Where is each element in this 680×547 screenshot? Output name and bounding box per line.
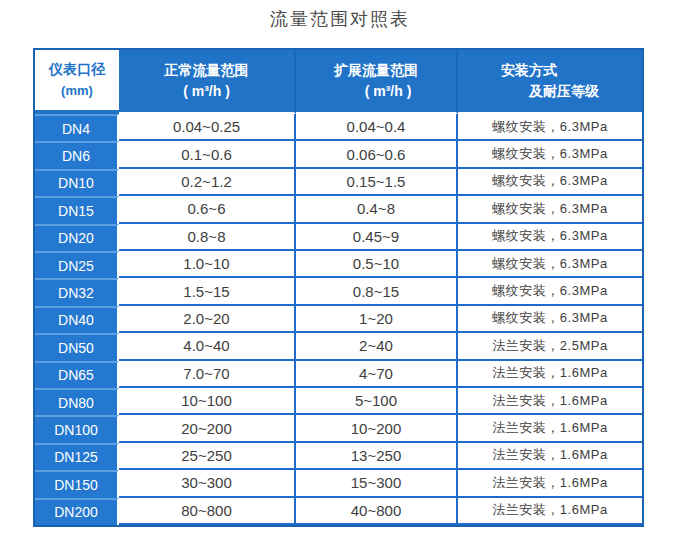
row-dn-label: DN4 (35, 114, 119, 141)
cell-extended-range: 0.04~0.4 (296, 114, 458, 141)
row-dn-label: DN6 (35, 141, 119, 168)
row-dn-label: DN10 (35, 169, 119, 196)
row-dn-label: DN100 (35, 415, 119, 442)
header-installation-block: 安装方式 及耐压等级 (501, 60, 599, 102)
header-meter-diameter-label: 仪表口径 (49, 59, 105, 80)
cell-normal-range: 10~100 (119, 388, 296, 415)
cell-normal-range: 1.5~15 (119, 278, 296, 305)
row-dn-label: DN32 (35, 278, 119, 305)
cell-installation: 法兰安装，1.6MPa (458, 415, 642, 442)
cell-normal-range: 20~200 (119, 415, 296, 442)
cell-installation: 法兰安装，1.6MPa (458, 498, 642, 525)
cell-normal-range: 1.0~10 (119, 251, 296, 278)
header-installation-line2: 及耐压等级 (501, 81, 599, 102)
row-dn-label: DN200 (35, 498, 119, 525)
cell-extended-range: 13~250 (296, 443, 458, 470)
row-dn-label: DN50 (35, 333, 119, 360)
page-title: 流量范围对照表 (0, 7, 680, 31)
header-normal-flow-range: 正常流量范围 ( m³/h ) (119, 50, 296, 114)
cell-extended-range: 0.45~9 (296, 224, 458, 251)
cell-normal-range: 7.0~70 (119, 361, 296, 388)
cell-normal-range: 0.8~8 (119, 224, 296, 251)
cell-extended-range: 0.4~8 (296, 196, 458, 223)
cell-extended-range: 0.8~15 (296, 278, 458, 305)
row-dn-label: DN65 (35, 361, 119, 388)
row-dn-label: DN20 (35, 224, 119, 251)
cell-normal-range: 0.2~1.2 (119, 169, 296, 196)
cell-normal-range: 30~300 (119, 470, 296, 497)
header-normal-flow-label: 正常流量范围 (165, 60, 249, 81)
cell-installation: 螺纹安装，6.3MPa (458, 169, 642, 196)
header-meter-diameter: 仪表口径 (mm) (35, 50, 119, 114)
cell-extended-range: 5~100 (296, 388, 458, 415)
header-extended-flow-unit: ( m³/h ) (365, 81, 412, 102)
cell-normal-range: 0.04~0.25 (119, 114, 296, 141)
cell-normal-range: 25~250 (119, 443, 296, 470)
row-dn-label: DN40 (35, 306, 119, 333)
cell-installation: 螺纹安装，6.3MPa (458, 306, 642, 333)
header-meter-diameter-unit: (mm) (61, 80, 93, 101)
cell-normal-range: 0.6~6 (119, 196, 296, 223)
cell-extended-range: 0.06~0.6 (296, 141, 458, 168)
header-extended-flow-range: 扩展流量范围 ( m³/h ) (296, 50, 458, 114)
cell-installation: 法兰安装，1.6MPa (458, 361, 642, 388)
cell-extended-range: 0.5~10 (296, 251, 458, 278)
cell-normal-range: 2.0~20 (119, 306, 296, 333)
cell-extended-range: 2~40 (296, 333, 458, 360)
cell-installation: 螺纹安装，6.3MPa (458, 251, 642, 278)
row-dn-label: DN25 (35, 251, 119, 278)
cell-extended-range: 10~200 (296, 415, 458, 442)
cell-installation: 法兰安装，2.5MPa (458, 333, 642, 360)
row-dn-label: DN15 (35, 196, 119, 223)
cell-installation: 螺纹安装，6.3MPa (458, 114, 642, 141)
cell-installation: 螺纹安装，6.3MPa (458, 196, 642, 223)
cell-installation: 螺纹安装，6.3MPa (458, 141, 642, 168)
cell-extended-range: 40~800 (296, 498, 458, 525)
header-installation-line1: 安装方式 (501, 60, 599, 81)
row-dn-label: DN125 (35, 443, 119, 470)
cell-extended-range: 1~20 (296, 306, 458, 333)
cell-normal-range: 80~800 (119, 498, 296, 525)
cell-extended-range: 4~70 (296, 361, 458, 388)
cell-installation: 法兰安装，1.6MPa (458, 388, 642, 415)
cell-installation: 螺纹安装，6.3MPa (458, 224, 642, 251)
cell-extended-range: 15~300 (296, 470, 458, 497)
header-normal-flow-unit: ( m³/h ) (183, 81, 230, 102)
header-installation: 安装方式 及耐压等级 (458, 50, 642, 114)
cell-installation: 法兰安装，1.6MPa (458, 443, 642, 470)
flow-range-table: 仪表口径 (mm) 正常流量范围 ( m³/h ) 扩展流量范围 ( m³/h … (33, 48, 644, 527)
cell-extended-range: 0.15~1.5 (296, 169, 458, 196)
cell-normal-range: 0.1~0.6 (119, 141, 296, 168)
cell-installation: 法兰安装，1.6MPa (458, 470, 642, 497)
header-extended-flow-label: 扩展流量范围 (334, 60, 418, 81)
page: 流量范围对照表 仪表口径 (mm) 正常流量范围 ( m³/h ) 扩展流量范围… (0, 0, 680, 547)
row-dn-label: DN80 (35, 388, 119, 415)
cell-normal-range: 4.0~40 (119, 333, 296, 360)
row-dn-label: DN150 (35, 470, 119, 497)
cell-installation: 螺纹安装，6.3MPa (458, 278, 642, 305)
